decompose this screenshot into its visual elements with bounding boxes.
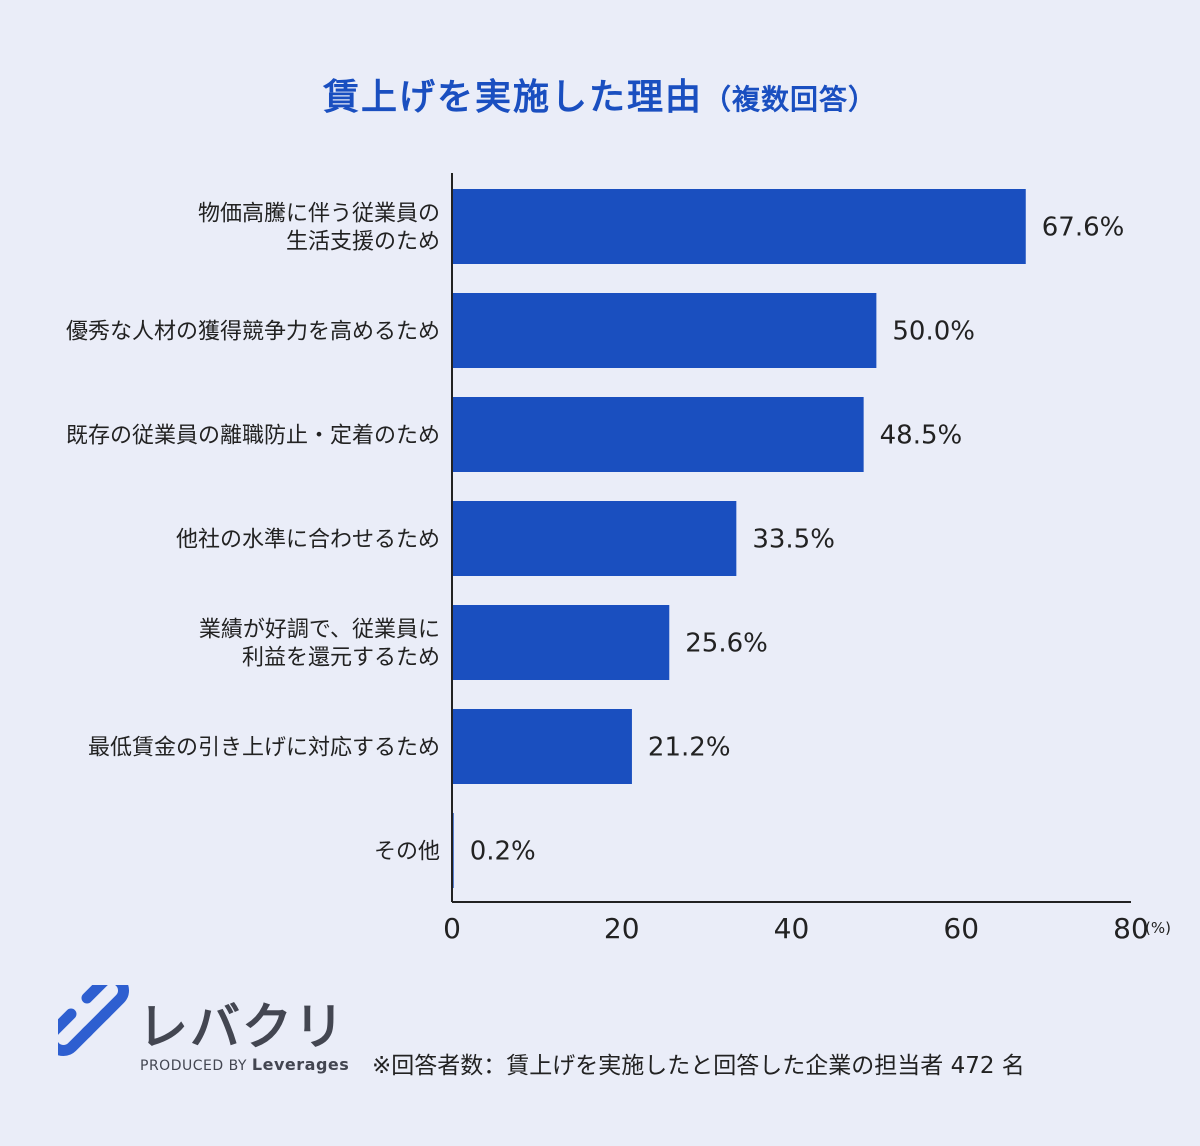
category-label: 利益を還元するため [242, 646, 440, 671]
company-name: Leverages [251, 1055, 350, 1074]
bar-value-label: 50.0% [892, 317, 975, 347]
footnote: ※回答者数：賃上げを実施したと回答した企業の担当者 472 名 [372, 1053, 1025, 1079]
category-label: 他社の水準に合わせるため [176, 528, 440, 553]
brand-name: レバクリ [138, 998, 346, 1056]
category-label: 物価高騰に伴う従業員の [198, 202, 440, 227]
chart-title-sub: （複数回答） [703, 83, 878, 116]
produced-by: PRODUCED BY Leverages [140, 1055, 349, 1074]
bar [452, 501, 737, 576]
chart-title-main: 賃上げを実施した理由 [322, 77, 703, 118]
category-label: 優秀な人材の獲得競争力を高めるため [66, 320, 440, 345]
bar-value-label: 48.5% [880, 421, 963, 451]
category-label: 既存の従業員の離職防止・定着のため [66, 424, 440, 449]
bar-value-label: 0.2% [470, 837, 536, 867]
produced-by-label: PRODUCED BY [140, 1058, 247, 1074]
bar [452, 605, 670, 680]
category-label: 最低賃金の引き上げに対応するため [88, 736, 440, 761]
chart-title: 賃上げを実施した理由（複数回答） [0, 68, 1200, 120]
bar-value-label: 25.6% [685, 629, 768, 659]
x-tick-label: 20 [604, 912, 640, 945]
x-tick-label: 60 [943, 912, 979, 945]
bar-value-label: 21.2% [648, 733, 731, 763]
chain-link-icon [58, 985, 129, 1056]
bar-value-label: 33.5% [752, 525, 835, 555]
x-tick-label: 80 [1113, 912, 1149, 945]
brand-logo: レバクリ PRODUCED BY Leverages [58, 985, 349, 1075]
x-axis-unit: (%) [1145, 919, 1171, 937]
x-tick-label: 40 [774, 912, 810, 945]
category-label: 生活支援のため [286, 230, 440, 255]
category-label: その他 [374, 840, 440, 865]
category-label: 業績が好調で、従業員に [199, 618, 440, 643]
x-tick-label: 0 [443, 912, 461, 945]
bar [452, 293, 877, 368]
bar-value-label: 67.6% [1042, 213, 1125, 243]
bar [452, 709, 632, 784]
bar [452, 397, 864, 472]
bar [452, 189, 1026, 264]
